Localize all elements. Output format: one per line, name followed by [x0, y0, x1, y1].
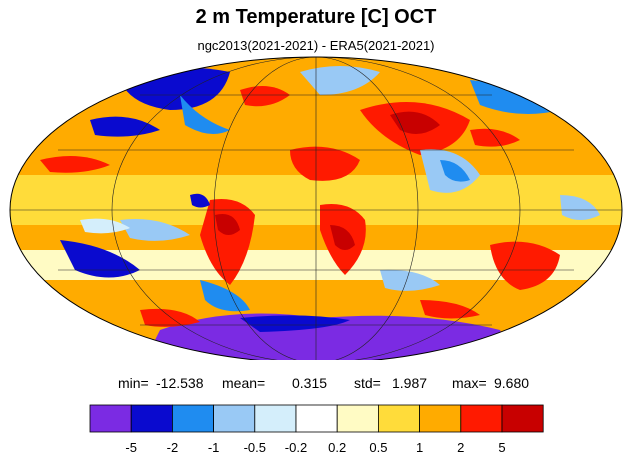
colorbar-tick-label: 5: [498, 440, 505, 455]
colorbar-box: [295, 404, 338, 433]
mean-value: 0.315: [292, 375, 328, 391]
mean-label: mean=: [222, 375, 266, 391]
colorbar-box: [419, 404, 462, 433]
min-value: -12.538: [156, 375, 204, 391]
min-label: min=: [118, 375, 149, 391]
colorbar-box: [460, 404, 503, 433]
colorbar-box: [130, 404, 173, 433]
colorbar-tick-label: -2: [167, 440, 179, 455]
colorbar-box: [501, 404, 544, 433]
colorbar-box: [336, 404, 379, 433]
std-label: std=: [354, 375, 381, 391]
anomaly-map: [9, 56, 623, 360]
colorbar-tick-label: 0.5: [369, 440, 387, 455]
colorbar-tick-label: 2: [457, 440, 464, 455]
colorbar-tick-label: -1: [208, 440, 220, 455]
std-value: 1.987: [392, 375, 428, 391]
plot-subtitle: ngc2013(2021-2021) - ERA5(2021-2021): [197, 38, 435, 53]
max-value: 9.680: [494, 375, 530, 391]
max-label: max=: [452, 375, 487, 391]
colorbar-box: [213, 404, 256, 433]
map-outline: [9, 56, 623, 360]
colorbar-tick-label: -5: [125, 440, 137, 455]
colorbar-tick-label: -0.2: [285, 440, 307, 455]
colorbar-tick-label: -0.5: [244, 440, 266, 455]
colorbar-box: [254, 404, 297, 433]
plot-title: 2 m Temperature [C] OCT: [195, 6, 437, 28]
colorbar-box: [89, 404, 132, 433]
colorbar-box: [377, 404, 420, 433]
colorbar-box: [171, 404, 214, 433]
colorbar-tick-label: 1: [416, 440, 423, 455]
colorbar-tick-label: 0.2: [328, 440, 346, 455]
